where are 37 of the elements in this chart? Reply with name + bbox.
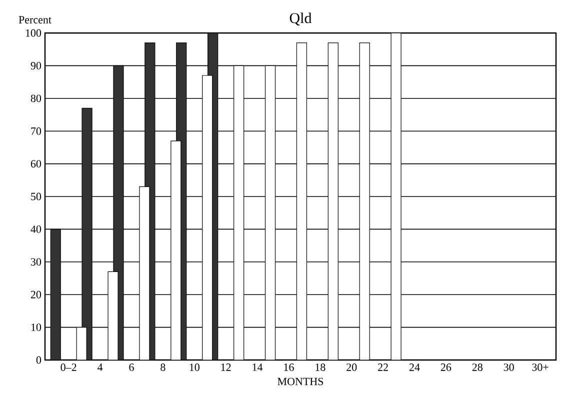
x-tick-label: 4 (98, 364, 103, 371)
x-tick-label: 28 (472, 364, 482, 371)
y-tick-label: 70 (31, 127, 42, 135)
x-tick-label: 18 (316, 364, 326, 371)
y-tick-label: 10 (31, 324, 42, 332)
y-tick-label: 30 (31, 258, 42, 266)
x-tick-label: 6 (129, 364, 134, 371)
bar (234, 65, 244, 360)
y-tick-label: 20 (30, 290, 42, 298)
bar (202, 75, 213, 360)
x-tick-label: 14 (252, 364, 263, 371)
y-tick-label: 100 (26, 29, 42, 37)
x-tick-label: 24 (409, 364, 420, 371)
x-tick-label: 30+ (532, 364, 548, 371)
y-tick-label: 90 (30, 62, 42, 70)
x-tick-label: 0–2 (60, 364, 76, 371)
x-axis-title: MONTHS (278, 378, 324, 386)
bar (390, 33, 402, 360)
bar (170, 140, 182, 360)
y-tick-label: 80 (30, 94, 42, 102)
x-tick-label: 22 (378, 364, 388, 371)
y-tick-label: 60 (30, 160, 42, 168)
bar (76, 327, 87, 360)
x-tick-label: 30 (504, 364, 514, 371)
bar (139, 186, 150, 360)
x-tick-label: 12 (221, 364, 231, 371)
y-tick-label: 50 (31, 192, 42, 200)
y-axis-title: Percent (18, 16, 52, 24)
y-tick-label: 0 (36, 356, 42, 364)
x-tick-label: 8 (160, 364, 166, 371)
x-tick-label: 16 (284, 364, 294, 371)
x-tick-label: 10 (190, 364, 200, 371)
chart-title: Qld (290, 12, 312, 26)
x-tick-label: 26 (440, 364, 452, 371)
bar (264, 65, 276, 360)
y-tick-label: 40 (30, 225, 42, 233)
x-tick-label: 20 (346, 364, 357, 371)
